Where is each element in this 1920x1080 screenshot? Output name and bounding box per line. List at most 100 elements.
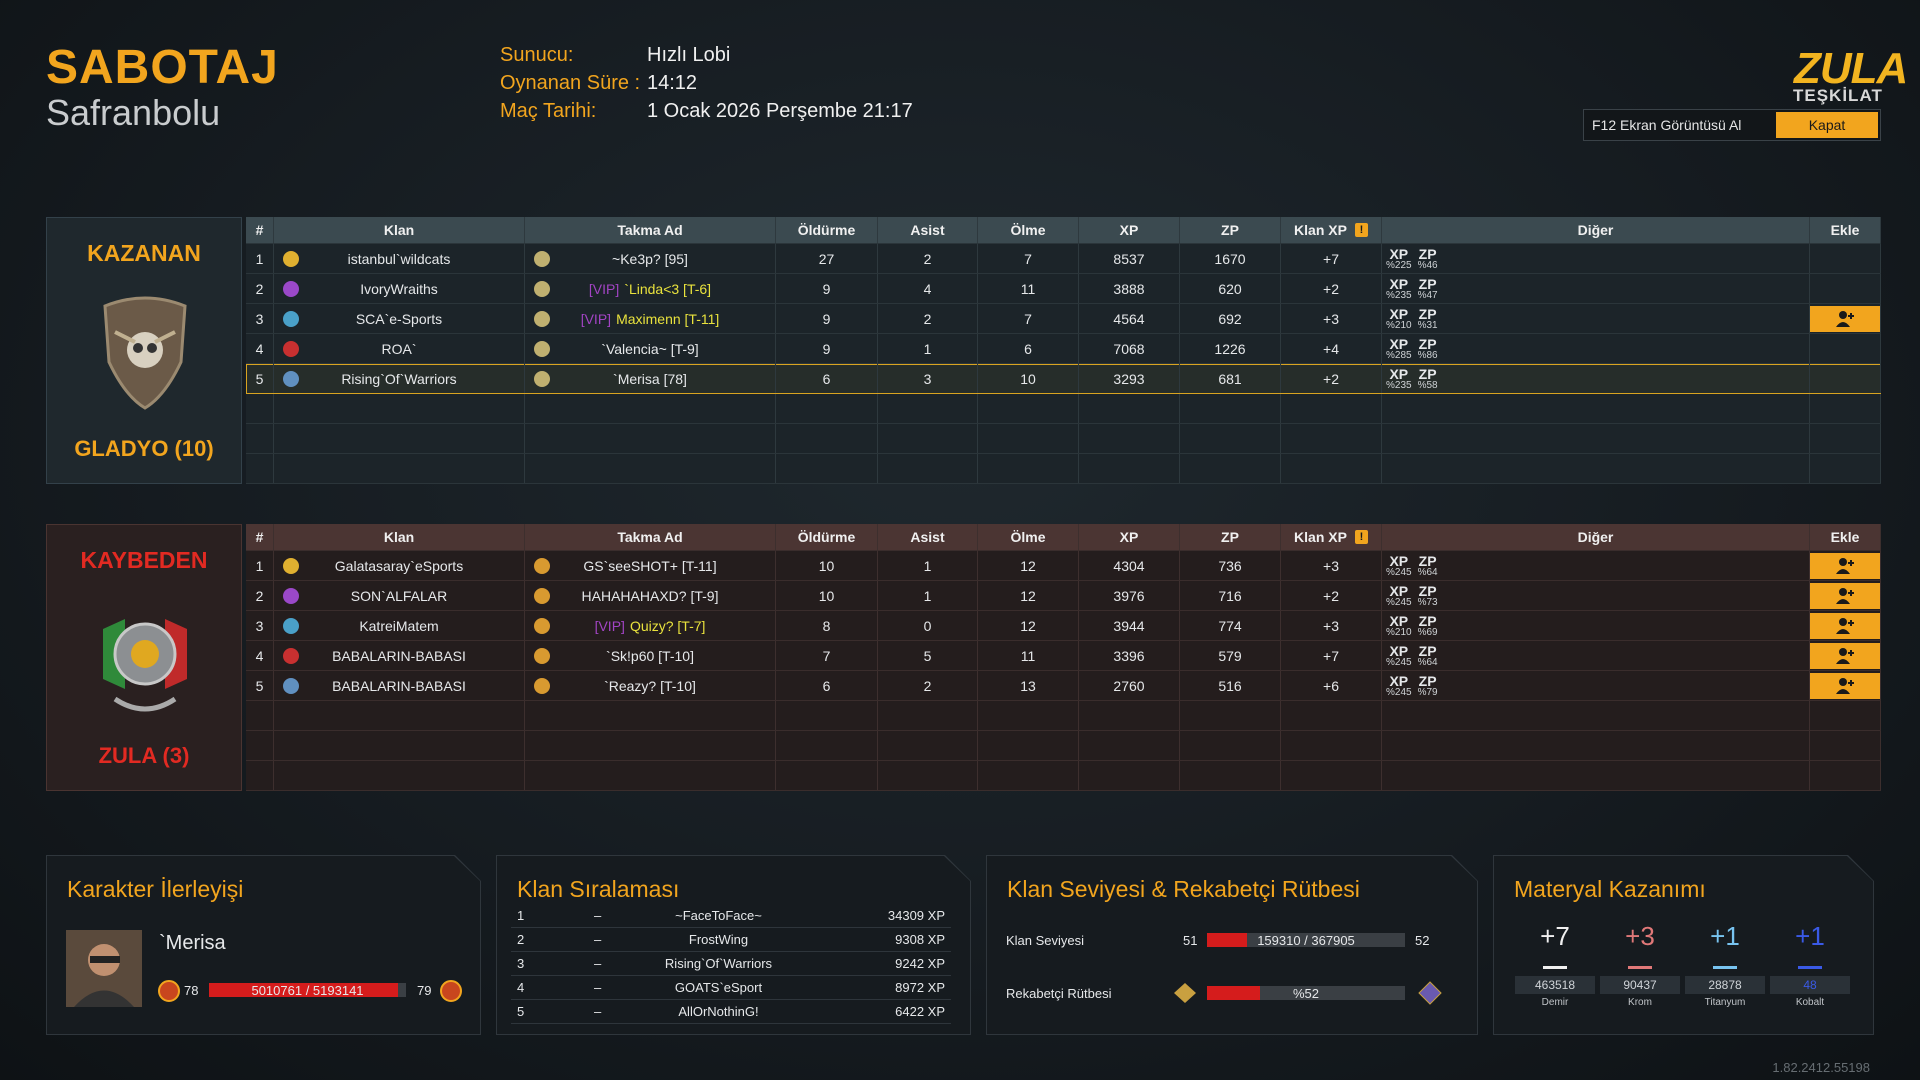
rank: 5 <box>255 370 264 387</box>
column-header: Diğer <box>1382 524 1810 550</box>
column-header: Klan <box>274 217 525 243</box>
bonus-value: %69 <box>1417 626 1438 638</box>
assists: 1 <box>923 587 932 604</box>
column-header-text: XP <box>1119 529 1139 545</box>
clan-name: Galatasaray`eSports <box>334 557 464 574</box>
screenshot-button[interactable]: F12 Ekran Görüntüsü Al <box>1592 117 1742 133</box>
cell <box>1810 364 1881 393</box>
add-friend-button[interactable] <box>1810 642 1880 669</box>
cell: +3 <box>1281 611 1382 640</box>
bonus-value: %235 <box>1386 379 1412 391</box>
panel-body: Materyal Kazanımı +7 463518 Demir +3 90437 Kr… <box>1494 856 1873 1034</box>
cell <box>1810 394 1881 423</box>
cell: 1 <box>878 334 978 363</box>
cell <box>1079 701 1180 730</box>
cell: 516 <box>1180 671 1281 700</box>
panel-title: Klan Sıralaması <box>517 876 680 902</box>
cell: ~Ke3p? [95] <box>525 244 776 273</box>
ranking-name: GOATS`eSport <box>674 980 763 995</box>
clan-icon <box>283 341 299 357</box>
level: 78 <box>184 983 199 998</box>
column-header: XP <box>1079 524 1180 550</box>
bonus-label: XP <box>1389 245 1409 262</box>
cell: 10 <box>978 364 1079 393</box>
cell <box>525 394 776 423</box>
bonus-value: %73 <box>1417 596 1438 608</box>
level-icon <box>157 979 181 1003</box>
cell: 12 <box>978 551 1079 580</box>
add-friend-button[interactable] <box>1810 552 1880 579</box>
rank: 1 <box>255 557 264 574</box>
bonus-label: ZP <box>1418 672 1437 689</box>
info-label: Maç Tarihi: <box>500 100 597 122</box>
bonus-label: ZP <box>1418 582 1437 599</box>
cell <box>1810 304 1881 333</box>
ranking-name: AllOrNothinG! <box>678 1004 759 1019</box>
column-header: # <box>246 524 274 550</box>
panel-body: Klan Sıralaması 1 – ~FaceToFace~ 34309 XP 2 –… <box>497 856 970 1034</box>
cell: `Valencia~ [T-9] <box>525 334 776 363</box>
clan-name: BABALARIN-BABASI <box>332 647 466 664</box>
column-header: Ölme <box>978 217 1079 243</box>
bonus-value: %64 <box>1417 656 1438 668</box>
rank-progress: %52 <box>1292 986 1320 1001</box>
add-friend-button[interactable] <box>1810 582 1880 609</box>
add-friend-button[interactable] <box>1810 672 1880 699</box>
next-level: 79 <box>417 983 432 998</box>
cell: 8537 <box>1079 244 1180 273</box>
assists: 3 <box>923 370 932 387</box>
cell <box>978 424 1079 453</box>
column-header-text: Asist <box>910 529 945 545</box>
add-friend-button[interactable] <box>1810 305 1880 332</box>
result-label: KAZANAN <box>87 240 201 266</box>
empty-row <box>246 761 1881 791</box>
cell: 3 <box>878 364 978 393</box>
rank-icon <box>1417 980 1443 1006</box>
rank-icon <box>534 558 550 574</box>
cell: SCA`e-Sports <box>274 304 525 333</box>
material-total: 48 <box>1770 976 1850 994</box>
cell: 7068 <box>1079 334 1180 363</box>
cell <box>1810 761 1881 790</box>
bonus: ZP %86 <box>1418 337 1438 361</box>
cell: 11 <box>978 274 1079 303</box>
bonus-value: %64 <box>1417 566 1438 578</box>
bonus: XP %235 <box>1386 367 1412 391</box>
deaths: 11 <box>1020 647 1036 664</box>
close-button[interactable]: Kapat <box>1776 112 1878 138</box>
material-total: 463518 <box>1515 976 1595 994</box>
version: 1.82.2412.55198 <box>1772 1060 1870 1075</box>
cell <box>878 454 978 483</box>
cell: +7 <box>1281 641 1382 670</box>
cell: BABALARIN-BABASI <box>274 641 525 670</box>
cell: XP %245 ZP %79 <box>1382 671 1810 700</box>
clan-name: SON`ALFALAR <box>350 587 448 604</box>
xp: 4304 <box>1113 557 1145 574</box>
zp: 774 <box>1218 617 1242 634</box>
bonus: ZP %64 <box>1418 644 1438 668</box>
add-icon <box>1836 677 1854 694</box>
cell: 3 <box>246 304 274 333</box>
assists: 1 <box>923 340 932 357</box>
cell <box>1079 731 1180 760</box>
zp: 516 <box>1218 677 1242 694</box>
cell <box>878 701 978 730</box>
column-header-text: Ölme <box>1010 222 1046 238</box>
panel-title: Karakter İlerleyişi <box>67 876 244 902</box>
cell: 2 <box>878 671 978 700</box>
column-header-text: Ekle <box>1830 222 1860 238</box>
column-header-text: Ekle <box>1830 529 1860 545</box>
cell: 3396 <box>1079 641 1180 670</box>
bonus-label: XP <box>1389 275 1409 292</box>
cell: [VIP] Maximenn [T-11] <box>525 304 776 333</box>
deaths: 12 <box>1020 617 1036 634</box>
deaths: 7 <box>1024 310 1032 327</box>
cell <box>1180 701 1281 730</box>
cell <box>1810 334 1881 363</box>
column-header: Asist <box>878 217 978 243</box>
add-icon <box>1836 617 1854 634</box>
rank-icon <box>1172 981 1198 1005</box>
material-bar <box>1628 966 1652 969</box>
column-header-text: XP <box>1119 222 1139 238</box>
add-friend-button[interactable] <box>1810 612 1880 639</box>
